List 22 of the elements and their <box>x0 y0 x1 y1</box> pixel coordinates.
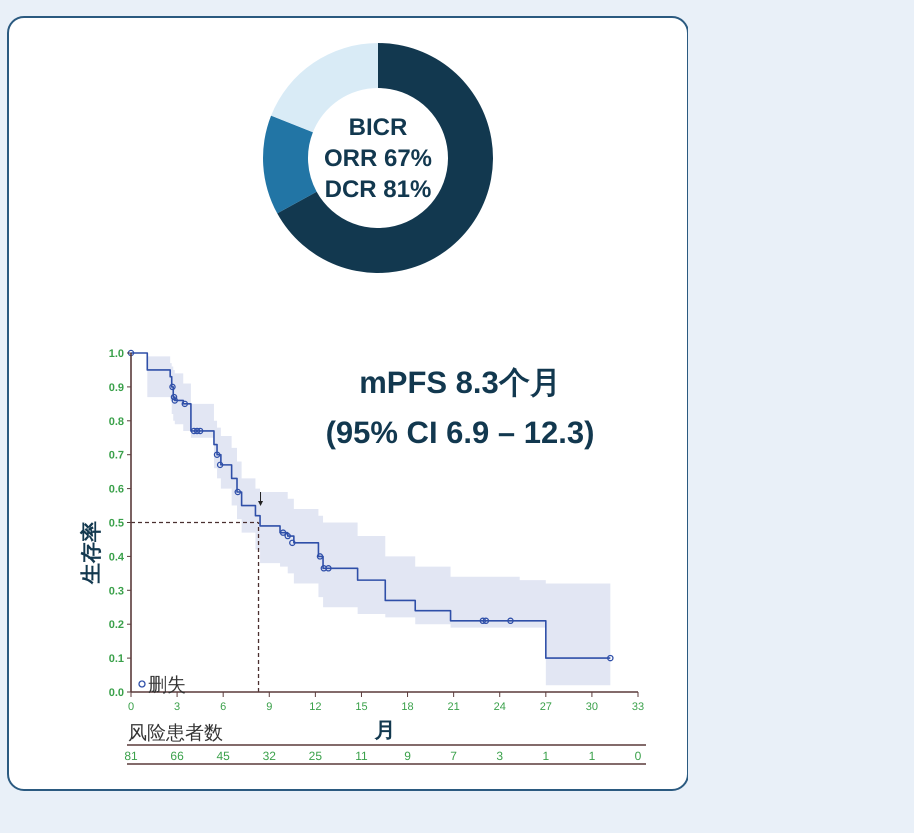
annotation: 风险患者数 <box>128 723 223 744</box>
annotation: 11 <box>355 749 368 763</box>
text: (95% CI 6.9 – 12.3) <box>326 415 594 450</box>
x-axis-title: 月 <box>374 719 396 742</box>
annotation: 7 <box>450 749 457 763</box>
annotation: 3 <box>496 749 504 763</box>
y-axis-title: 生存率 <box>79 521 103 585</box>
chart-title: mPFS 8.3个月 <box>359 365 561 400</box>
legend-label: 删失 <box>148 675 186 696</box>
annotation: BICR <box>348 114 408 141</box>
legend: 删失 <box>138 675 186 696</box>
annotation: 66 <box>170 749 184 763</box>
annotation: 45 <box>216 749 230 763</box>
annotation: ORR 67% <box>324 145 432 172</box>
annotation: DCR 81% <box>324 176 432 203</box>
annotation: 32 <box>262 749 276 763</box>
annotation: 9 <box>404 749 411 763</box>
annotation: 81 <box>124 749 138 763</box>
annotation: 1 <box>542 749 550 763</box>
annotation: 1 <box>588 749 596 763</box>
annotation: 0 <box>634 749 642 763</box>
annotation: 25 <box>308 749 322 763</box>
